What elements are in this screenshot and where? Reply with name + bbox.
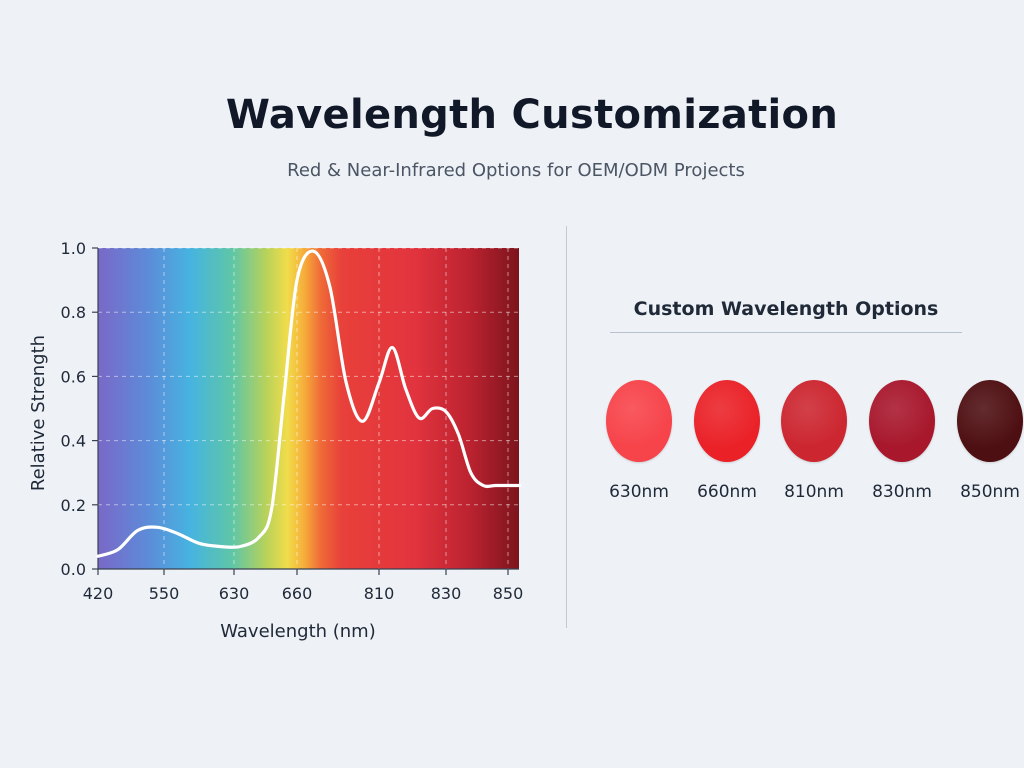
y-axis-label: Relative Strength	[28, 335, 49, 491]
x-tick-label: 660	[282, 584, 313, 603]
option-label-830: 830nm	[872, 482, 932, 502]
x-tick-label: 830	[431, 584, 462, 603]
y-tick-label: 0.6	[61, 367, 86, 386]
page-subtitle: Red & Near-Infrared Options for OEM/ODM …	[287, 160, 745, 181]
wavelength-option-630[interactable]: 630nm	[594, 380, 684, 502]
plot-background	[98, 248, 519, 569]
y-tick-label: 0.2	[61, 496, 86, 515]
wavelength-options: 630nm 660nm 810nm 830nm 850nm	[560, 380, 1024, 510]
swatch-850	[957, 380, 1023, 462]
option-label-810: 810nm	[784, 482, 844, 502]
wavelength-option-850[interactable]: 850nm	[945, 380, 1024, 502]
option-label-630: 630nm	[609, 482, 669, 502]
chart-axes	[97, 248, 519, 570]
page-title: Wavelength Customization	[225, 92, 839, 138]
wavelength-option-660[interactable]: 660nm	[682, 380, 772, 502]
y-tick-label: 0.0	[61, 560, 86, 579]
option-label-660: 660nm	[697, 482, 757, 502]
series-line	[96, 249, 522, 558]
swatch-810	[781, 380, 847, 462]
chart-grid	[98, 247, 519, 569]
wavelength-option-810[interactable]: 810nm	[769, 380, 859, 502]
x-axis-label: Wavelength (nm)	[220, 621, 376, 642]
x-tick-label: 810	[364, 584, 395, 603]
x-tick-label: 420	[83, 584, 114, 603]
tick-labels: 0.0 0.2 0.4 0.6 0.8 1.0 420 550 630 660 810 830 850	[61, 239, 524, 603]
options-heading: Custom Wavelength Options	[633, 298, 939, 320]
swatch-630	[606, 380, 672, 462]
options-heading-rule	[610, 332, 962, 333]
option-label-850: 850nm	[960, 482, 1020, 502]
swatch-830	[869, 380, 935, 462]
y-tick-label: 0.4	[61, 432, 86, 451]
wavelength-option-830[interactable]: 830nm	[857, 380, 947, 502]
y-tick-label: 1.0	[61, 239, 86, 258]
y-tick-label: 0.8	[61, 303, 86, 322]
swatch-660	[694, 380, 760, 462]
section-divider	[566, 226, 567, 628]
x-tick-label: 550	[149, 584, 180, 603]
x-tick-label: 850	[493, 584, 524, 603]
x-tick-label: 630	[219, 584, 250, 603]
